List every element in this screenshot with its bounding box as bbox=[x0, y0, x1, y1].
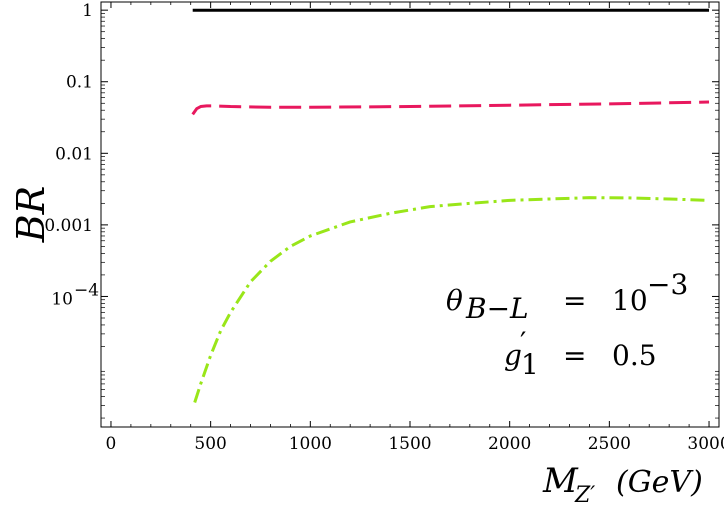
svg-text:′: ′ bbox=[520, 326, 526, 359]
y-axis-title: BR bbox=[9, 186, 53, 244]
svg-text:=: = bbox=[563, 339, 586, 372]
svg-text:(GeV): (GeV) bbox=[616, 465, 703, 500]
y-tick-label: 1 bbox=[82, 1, 93, 21]
x-tick-label: 2500 bbox=[588, 434, 631, 454]
svg-text:=: = bbox=[563, 284, 586, 317]
y-tick-label: 10 bbox=[51, 289, 73, 309]
x-tick-label: 1500 bbox=[388, 434, 431, 454]
series-line-1 bbox=[191, 100, 710, 116]
svg-text:g: g bbox=[504, 339, 522, 372]
svg-text:B−L: B−L bbox=[465, 292, 529, 325]
x-tick-label: 1000 bbox=[289, 434, 332, 454]
svg-text:−3: −3 bbox=[647, 268, 688, 301]
x-axis-ticks: 0 500 1000 1500 2000 2500 3000 bbox=[106, 2, 724, 454]
svg-text:10: 10 bbox=[612, 284, 648, 317]
y-tick-label-exponent: −4 bbox=[74, 280, 99, 300]
annotation-g1: g ′ 1 = 0.5 bbox=[504, 326, 657, 381]
y-tick-label: 0.001 bbox=[44, 216, 93, 236]
svg-text:0.5: 0.5 bbox=[612, 339, 657, 372]
y-tick-label: 0.1 bbox=[66, 73, 93, 93]
svg-text:M: M bbox=[542, 461, 579, 501]
x-tick-label: 0 bbox=[106, 434, 117, 454]
series-layer bbox=[191, 8, 710, 403]
annotation-theta: θ B−L = 10 −3 bbox=[446, 268, 688, 325]
x-tick-label: 3000 bbox=[687, 434, 724, 454]
svg-text:θ: θ bbox=[446, 284, 463, 317]
svg-text:Z′: Z′ bbox=[574, 483, 595, 508]
x-tick-label: 500 bbox=[194, 434, 226, 454]
x-axis-title: M Z′ (GeV) bbox=[542, 461, 703, 508]
y-tick-label: 0.01 bbox=[55, 144, 93, 164]
svg-text:1: 1 bbox=[521, 348, 539, 381]
x-tick-label: 2000 bbox=[488, 434, 531, 454]
series-line-2 bbox=[193, 196, 710, 403]
